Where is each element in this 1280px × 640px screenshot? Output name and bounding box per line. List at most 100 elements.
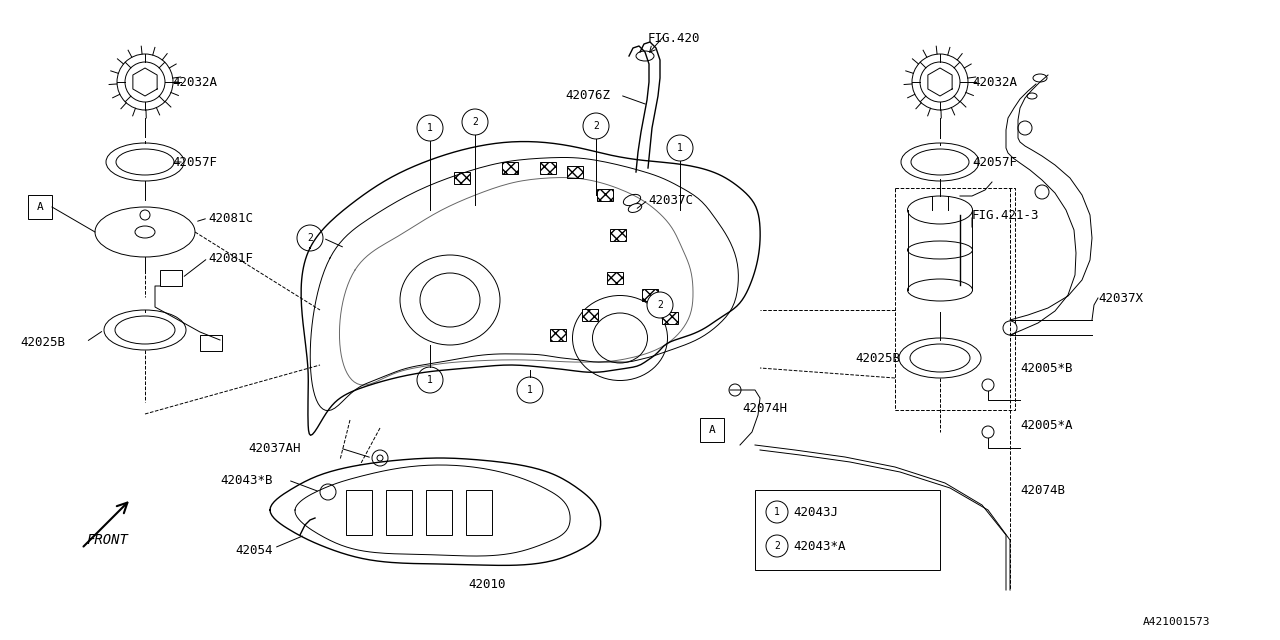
Circle shape — [140, 210, 150, 220]
Bar — [700, 418, 724, 442]
Text: FIG.420: FIG.420 — [648, 31, 700, 45]
Ellipse shape — [420, 273, 480, 327]
Circle shape — [920, 62, 960, 102]
Text: FIG.421-3: FIG.421-3 — [972, 209, 1039, 221]
Circle shape — [125, 62, 165, 102]
Circle shape — [982, 379, 995, 391]
Text: FRONT: FRONT — [87, 534, 128, 547]
Text: 42005*B: 42005*B — [1020, 362, 1073, 374]
Bar — [755, 490, 940, 570]
Bar — [466, 490, 492, 535]
Text: 1: 1 — [428, 375, 433, 385]
Bar — [454, 172, 470, 184]
Text: 42025B: 42025B — [20, 335, 65, 349]
Ellipse shape — [572, 296, 667, 381]
Circle shape — [646, 292, 673, 318]
Text: A: A — [37, 202, 44, 212]
Bar — [611, 229, 626, 241]
Bar — [346, 490, 372, 535]
Ellipse shape — [908, 279, 973, 301]
Text: A: A — [709, 425, 716, 435]
Circle shape — [297, 225, 323, 251]
Ellipse shape — [901, 143, 979, 181]
Text: 1: 1 — [428, 123, 433, 133]
Bar — [895, 188, 1015, 410]
Circle shape — [982, 426, 995, 438]
Bar — [607, 272, 623, 284]
Ellipse shape — [593, 313, 648, 363]
Ellipse shape — [134, 226, 155, 238]
Bar — [387, 490, 412, 535]
Text: 42043*B: 42043*B — [220, 474, 273, 486]
Bar — [540, 162, 556, 174]
Ellipse shape — [116, 149, 174, 175]
Text: 2: 2 — [472, 117, 477, 127]
Circle shape — [320, 484, 337, 500]
Circle shape — [116, 54, 173, 110]
Text: 42074H: 42074H — [742, 401, 787, 415]
Text: 2: 2 — [307, 233, 312, 243]
Bar — [643, 289, 658, 301]
Text: 42057F: 42057F — [972, 156, 1018, 168]
Text: 42037AH: 42037AH — [248, 442, 301, 454]
Text: 42043J: 42043J — [794, 506, 838, 518]
Text: 1: 1 — [774, 507, 780, 517]
Text: 42081F: 42081F — [209, 252, 253, 264]
Ellipse shape — [628, 204, 641, 212]
Ellipse shape — [908, 196, 973, 224]
Text: 42032A: 42032A — [172, 76, 218, 88]
Circle shape — [1018, 121, 1032, 135]
Ellipse shape — [104, 310, 186, 350]
Text: 1: 1 — [677, 143, 684, 153]
Text: 42037C: 42037C — [648, 193, 692, 207]
Text: 42032A: 42032A — [972, 76, 1018, 88]
Ellipse shape — [899, 338, 980, 378]
Circle shape — [582, 113, 609, 139]
Circle shape — [730, 384, 741, 396]
Ellipse shape — [636, 51, 654, 61]
Text: 42010: 42010 — [468, 579, 506, 591]
Circle shape — [1004, 321, 1018, 335]
Text: 42005*A: 42005*A — [1020, 419, 1073, 431]
Ellipse shape — [401, 255, 500, 345]
Circle shape — [517, 377, 543, 403]
Text: 42025B: 42025B — [855, 351, 900, 365]
Ellipse shape — [115, 316, 175, 344]
Text: 2: 2 — [657, 300, 663, 310]
Circle shape — [765, 501, 788, 523]
Bar — [426, 490, 452, 535]
Circle shape — [913, 54, 968, 110]
Text: 2: 2 — [593, 121, 599, 131]
Ellipse shape — [95, 207, 195, 257]
Bar — [502, 162, 518, 174]
Text: 42074B: 42074B — [1020, 483, 1065, 497]
Circle shape — [765, 535, 788, 557]
Bar — [662, 312, 678, 324]
Text: 42057F: 42057F — [172, 156, 218, 168]
Circle shape — [417, 115, 443, 141]
Bar — [28, 195, 52, 219]
Ellipse shape — [908, 241, 973, 259]
Ellipse shape — [910, 344, 970, 372]
Circle shape — [372, 450, 388, 466]
Ellipse shape — [623, 195, 640, 205]
Bar — [582, 309, 598, 321]
Text: 42043*A: 42043*A — [794, 540, 846, 552]
Text: 42054: 42054 — [236, 543, 273, 557]
Text: 42081C: 42081C — [209, 211, 253, 225]
Ellipse shape — [106, 143, 184, 181]
Bar — [567, 166, 582, 178]
Bar — [596, 189, 613, 201]
Text: A421001573: A421001573 — [1143, 617, 1210, 627]
Bar — [550, 329, 566, 341]
Ellipse shape — [1027, 93, 1037, 99]
Circle shape — [1036, 185, 1050, 199]
Circle shape — [667, 135, 692, 161]
Circle shape — [462, 109, 488, 135]
Text: 42076Z: 42076Z — [564, 88, 611, 102]
Ellipse shape — [1033, 74, 1047, 82]
Circle shape — [417, 367, 443, 393]
Bar — [200, 335, 221, 351]
Circle shape — [378, 455, 383, 461]
Text: 42037X: 42037X — [1098, 291, 1143, 305]
